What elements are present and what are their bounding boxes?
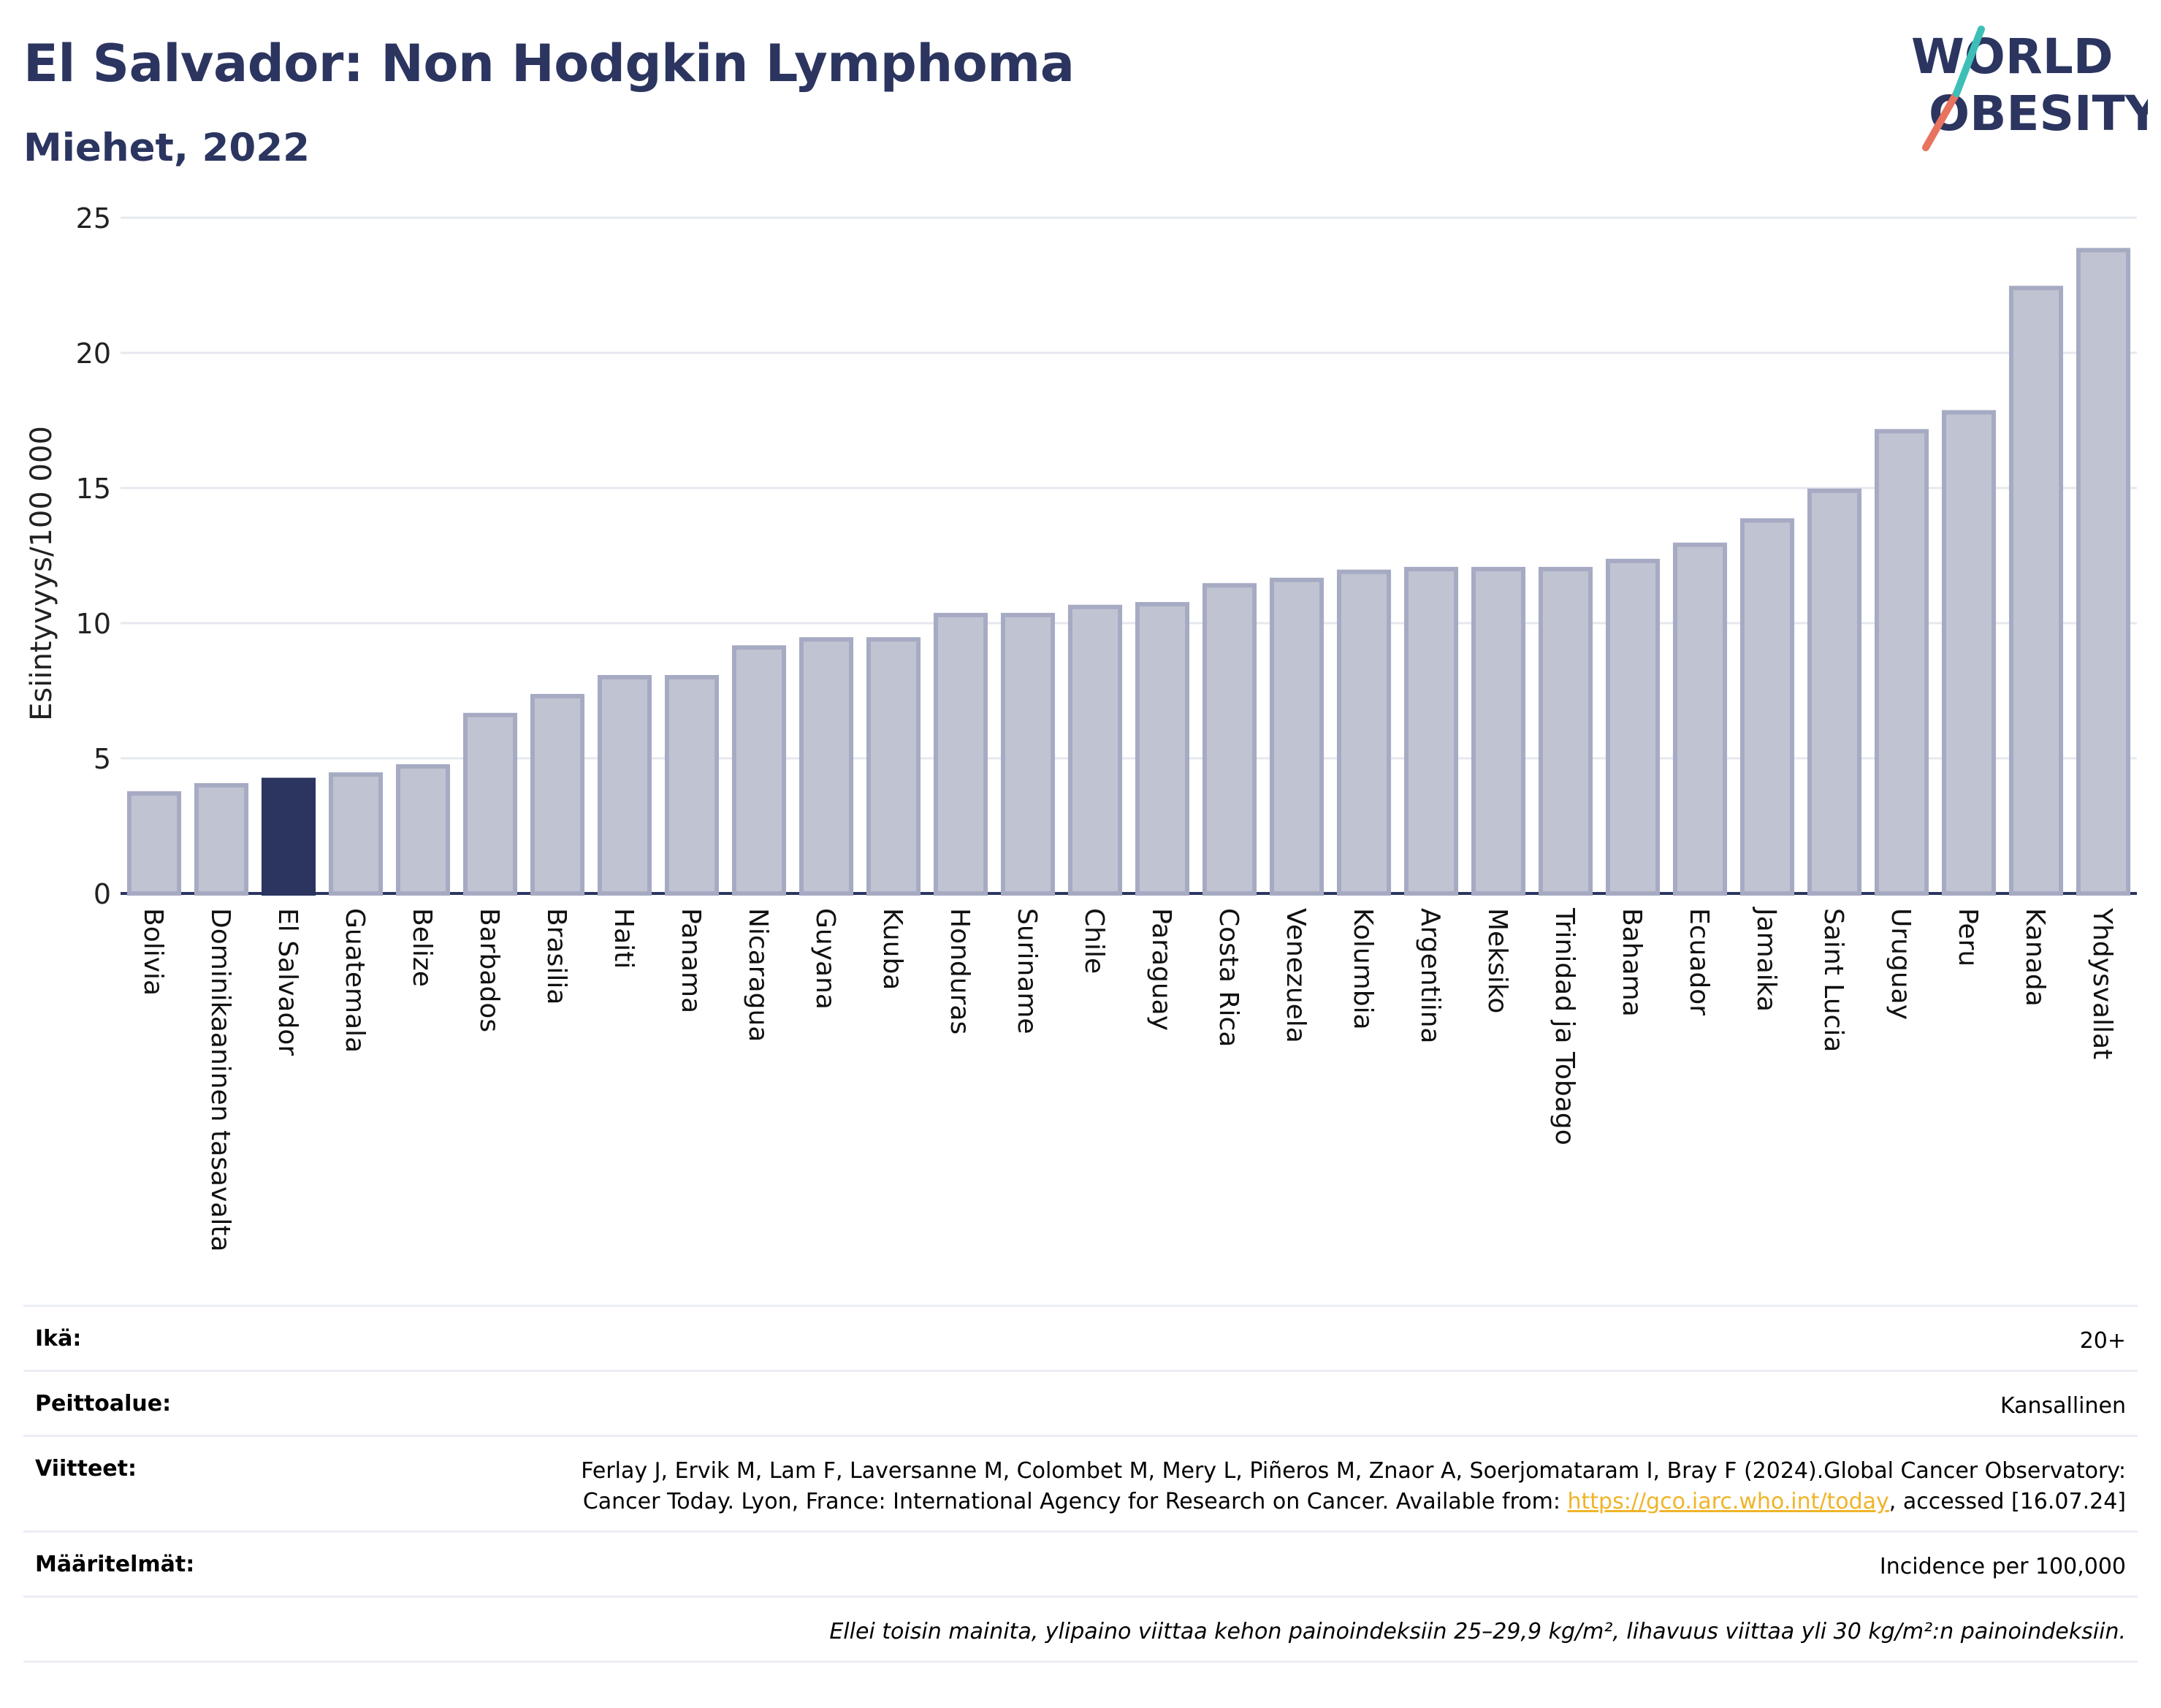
bar-chart: 0 5 10 15 20 25 Bolivia Dominikaaninen tasaval…: [25, 202, 2137, 1252]
definitions-value: Incidence per 100,000: [1879, 1554, 2126, 1579]
x-tick-label: Guatemala: [340, 908, 370, 1053]
references-text: Ferlay J, Ervik M, Lam F, Laversanne M, …: [581, 1458, 2126, 1514]
metadata-table: Ikä: 20+ Peittoalue: Kansallinen Viittee…: [23, 1305, 2138, 1663]
chart-title: El Salvador: Non Hodgkin Lymphoma: [23, 34, 1075, 94]
references-link[interactable]: https://gco.iarc.who.int/today: [1567, 1489, 1889, 1514]
bar[interactable]: [799, 637, 854, 896]
bar[interactable]: [2008, 286, 2064, 896]
x-tick-label: Argentiina: [1415, 908, 1445, 1044]
x-tick-label: Bolivia: [138, 908, 168, 996]
bar[interactable]: [1605, 558, 1661, 896]
meta-row-age: Ikä: 20+: [23, 1305, 2138, 1370]
bar[interactable]: [2076, 248, 2131, 896]
bar[interactable]: [1135, 602, 1190, 896]
bar[interactable]: [328, 772, 384, 896]
bar[interactable]: [261, 777, 316, 896]
coverage-label: Peittoalue:: [35, 1391, 172, 1417]
x-tick-label: Brasilia: [541, 908, 571, 1004]
coverage-value: Kansallinen: [2000, 1393, 2126, 1419]
y-tick-label: 10: [76, 608, 111, 640]
x-tick-label: Kolumbia: [1348, 908, 1378, 1030]
meta-row-coverage: Peittoalue: Kansallinen: [23, 1370, 2138, 1435]
y-tick-label: 5: [94, 743, 111, 775]
x-tick-label: Kuuba: [877, 908, 907, 990]
note-text: Ellei toisin mainita, ylipaino viittaa k…: [829, 1619, 2126, 1644]
definitions-label: Määritelmät:: [35, 1552, 195, 1577]
bar[interactable]: [1067, 604, 1123, 896]
x-tick-label: Bahama: [1617, 908, 1647, 1017]
bar[interactable]: [1941, 410, 1997, 896]
x-tick-label: Dominikaaninen tasavalta: [205, 908, 235, 1252]
gridlines: [121, 216, 2137, 760]
bar[interactable]: [933, 612, 988, 896]
bar[interactable]: [194, 783, 249, 896]
x-tick-label: Kanada: [2020, 908, 2050, 1007]
x-tick-label: Jamaika: [1751, 907, 1781, 1012]
x-tick-label: Venezuela: [1281, 908, 1311, 1043]
bar[interactable]: [1471, 567, 1526, 896]
bar[interactable]: [664, 675, 720, 896]
y-tick-label: 15: [76, 473, 111, 505]
bar[interactable]: [1269, 577, 1325, 896]
x-tick-label: Meksiko: [1482, 908, 1512, 1013]
bar[interactable]: [866, 637, 921, 896]
bar[interactable]: [1000, 612, 1056, 896]
y-axis-title: Esiintyvyys/100 000: [25, 426, 58, 721]
bar[interactable]: [1672, 542, 1728, 896]
bar[interactable]: [1202, 583, 1257, 896]
x-tick-label: Chile: [1079, 908, 1109, 974]
world-obesity-logo: WORLD OBESITY: [1911, 26, 2148, 151]
x-tick-label: Uruguay: [1886, 908, 1916, 1020]
y-tick-label: 0: [94, 878, 111, 910]
references-value: Ferlay J, Ervik M, Lam F, Laversanne M, …: [555, 1456, 2126, 1517]
x-tick-label: Honduras: [945, 908, 975, 1034]
x-tick-label: Belize: [407, 908, 437, 987]
bar[interactable]: [126, 791, 182, 896]
meta-row-definitions: Määritelmät: Incidence per 100,000: [23, 1530, 2138, 1595]
bar[interactable]: [1739, 518, 1795, 896]
x-tick-label: Ecuador: [1684, 908, 1714, 1015]
references-accessed: , accessed [16.07.24]: [1889, 1489, 2126, 1514]
x-tick-label: Peru: [1953, 908, 1983, 967]
bars: [126, 248, 2131, 896]
x-tick-label: Guyana: [810, 908, 840, 1010]
bar[interactable]: [597, 675, 652, 896]
logo-line-2: OBESITY: [1929, 85, 2148, 142]
x-tick-label: Paraguay: [1146, 908, 1176, 1031]
x-tick-label: Suriname: [1012, 908, 1042, 1034]
bar[interactable]: [1336, 569, 1392, 896]
logo-line-1: WORLD: [1911, 28, 2114, 85]
bar[interactable]: [395, 764, 451, 896]
x-tick-label: El Salvador: [272, 908, 302, 1056]
x-tick-label: Panama: [676, 908, 706, 1013]
bar[interactable]: [1807, 488, 1862, 896]
meta-row-note: Ellei toisin mainita, ylipaino viittaa k…: [23, 1595, 2138, 1663]
y-axis: 0 5 10 15 20 25: [76, 202, 2137, 910]
x-tick-label: Costa Rica: [1213, 908, 1243, 1047]
age-label: Ikä:: [35, 1326, 82, 1351]
meta-row-references: Viitteet: Ferlay J, Ervik M, Lam F, Lave…: [23, 1435, 2138, 1530]
bar[interactable]: [1874, 429, 1929, 896]
y-tick-label: 25: [76, 202, 111, 235]
bar[interactable]: [731, 645, 787, 896]
x-tick-label: Barbados: [474, 908, 504, 1032]
x-tick-label: Yhdysvallat: [2087, 907, 2117, 1059]
bar[interactable]: [1538, 567, 1593, 896]
x-tick-label: Haiti: [609, 908, 639, 969]
x-tick-label: Saint Lucia: [1818, 908, 1848, 1052]
bar[interactable]: [530, 693, 585, 896]
references-label: Viitteet:: [35, 1456, 137, 1482]
x-tick-label: Trinidad ja Tobago: [1550, 907, 1579, 1145]
bar[interactable]: [1403, 567, 1459, 896]
y-tick-label: 20: [76, 338, 111, 370]
chart-subtitle: Miehet, 2022: [23, 126, 310, 170]
bar[interactable]: [462, 712, 518, 896]
x-axis-labels: Bolivia Dominikaaninen tasavalta El Salvad…: [138, 907, 2117, 1252]
x-tick-label: Nicaragua: [743, 908, 773, 1042]
age-value: 20+: [2079, 1328, 2126, 1354]
